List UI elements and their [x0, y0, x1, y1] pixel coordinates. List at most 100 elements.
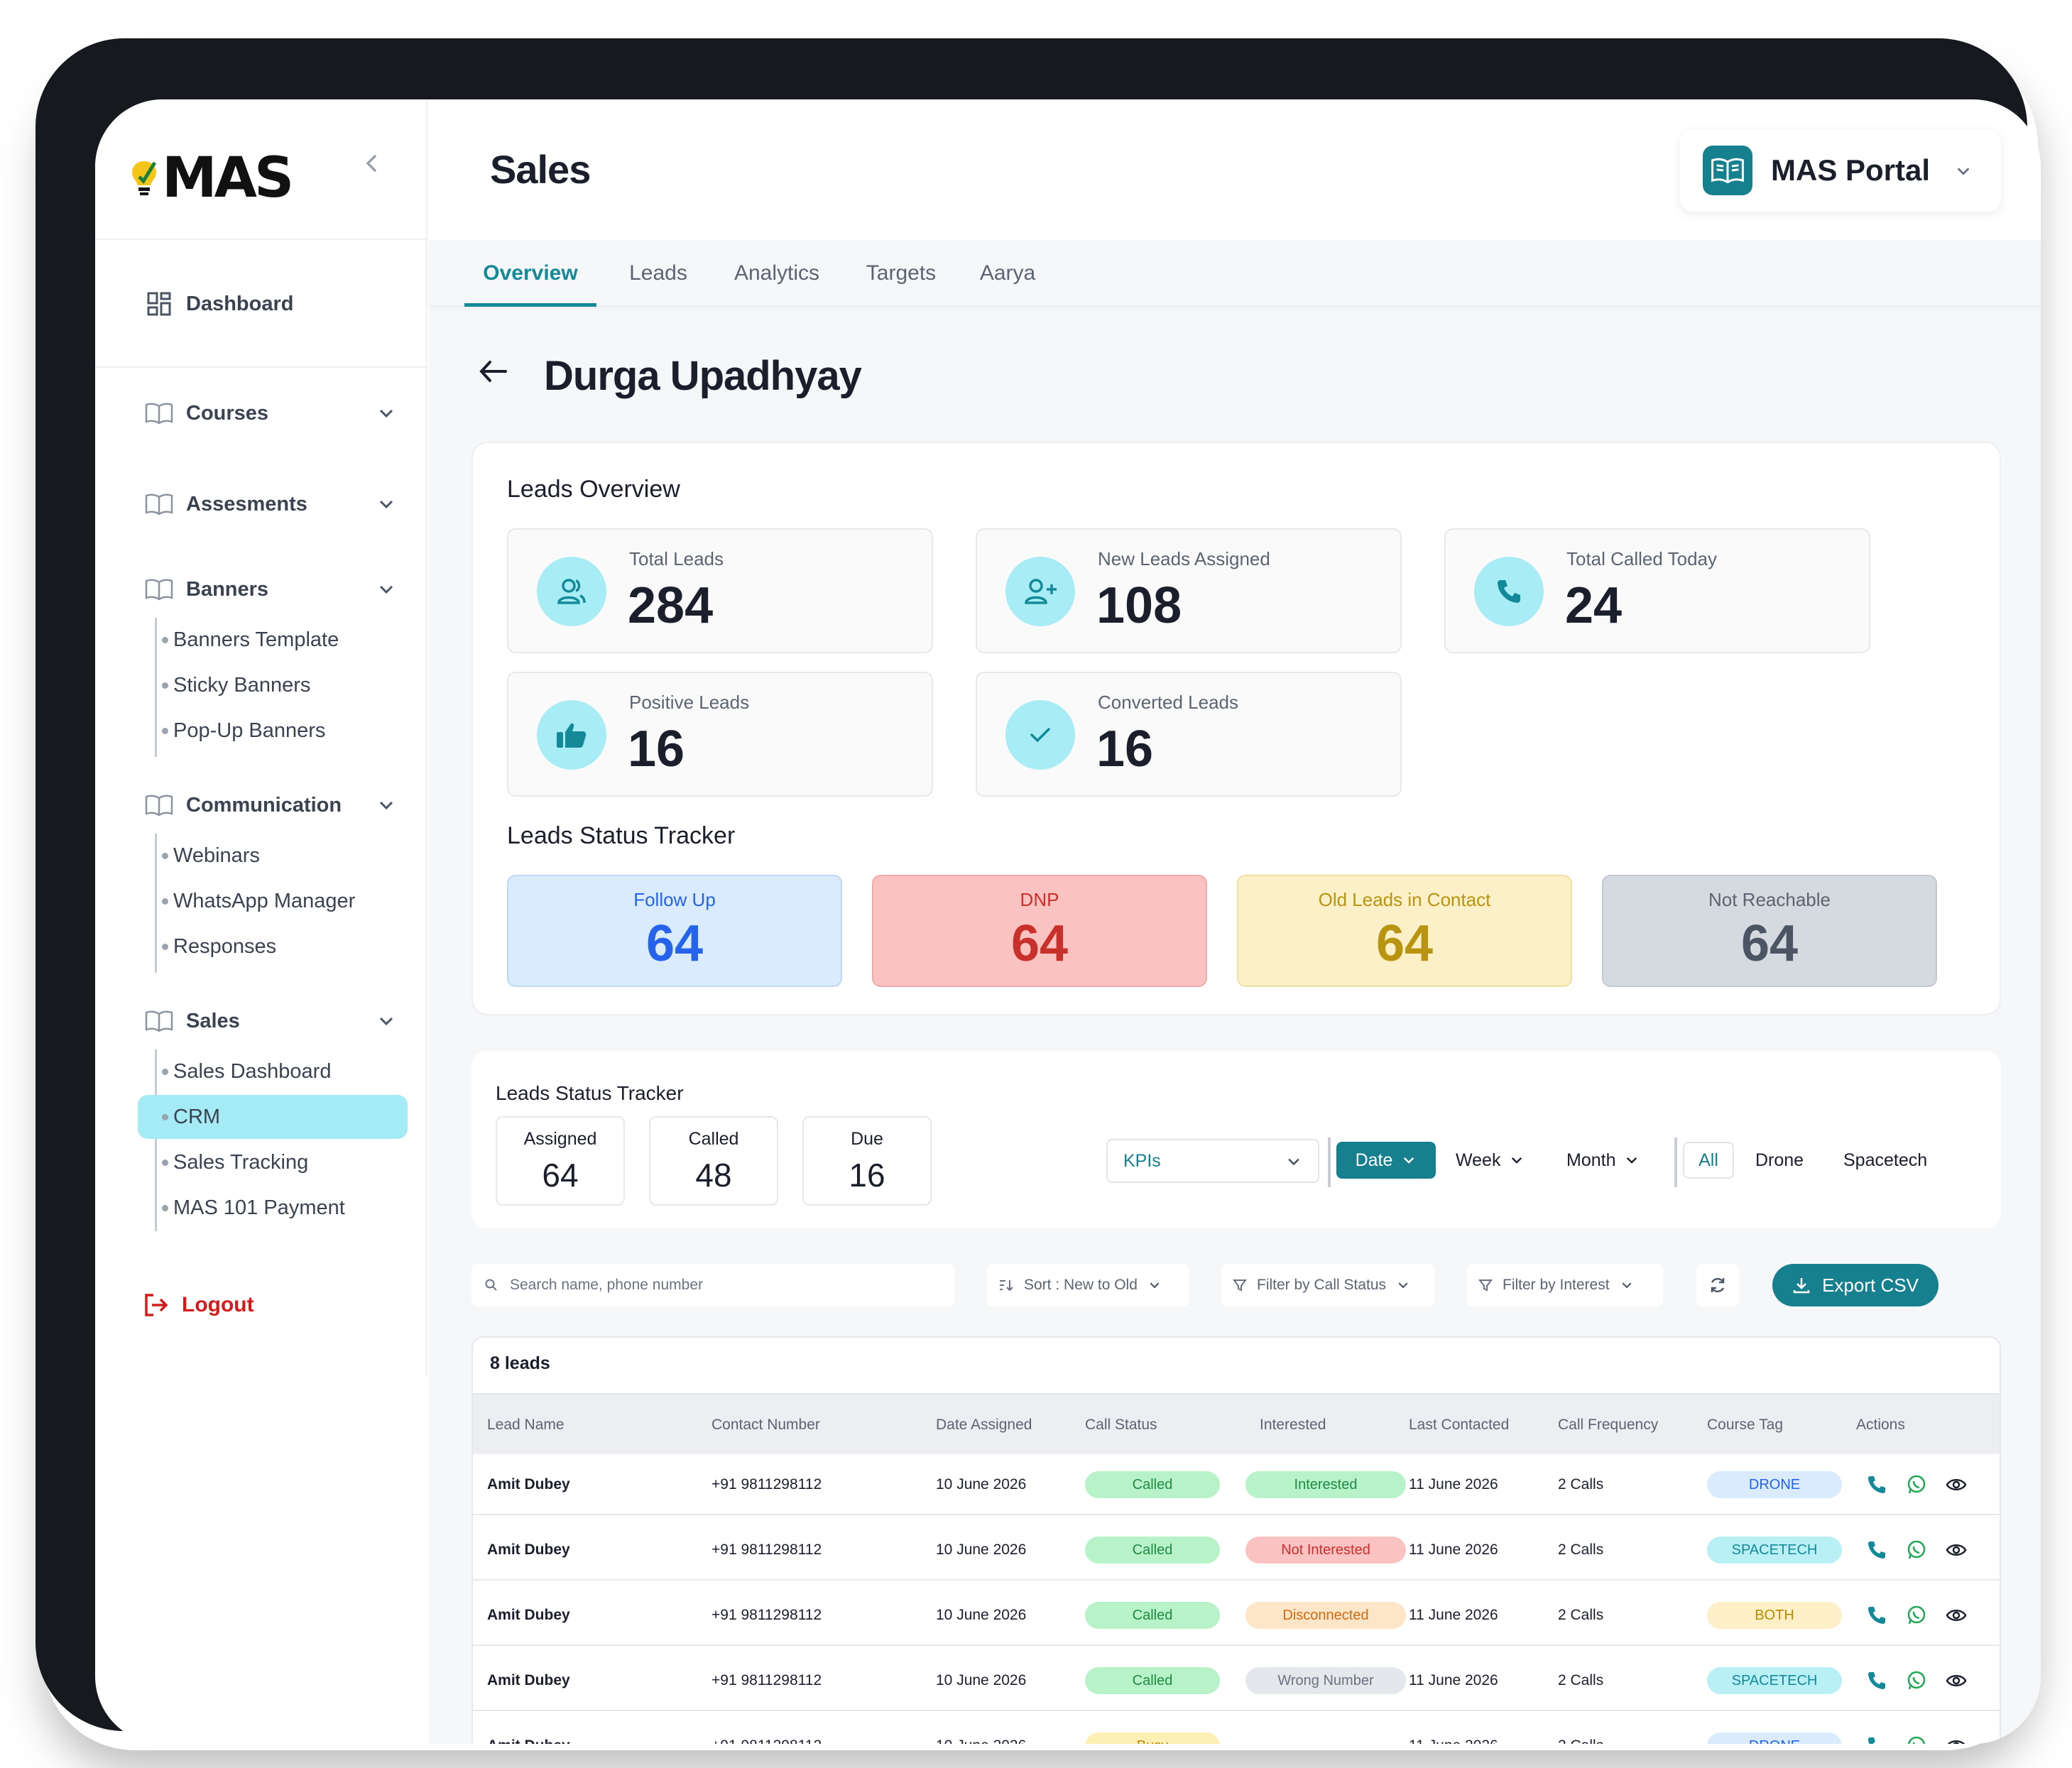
sort-label: Sort : New to Old	[1024, 1277, 1138, 1293]
stat-label: Positive Leads	[629, 692, 750, 713]
lead-name[interactable]: Amit Dubey	[487, 1715, 570, 1744]
kpi-select[interactable]: KPIs	[1106, 1139, 1319, 1183]
date-filter-button[interactable]: Date	[1336, 1142, 1436, 1179]
month-filter-button[interactable]: Month	[1566, 1142, 1640, 1179]
tracker-old-leads-in-contact[interactable]: Old Leads in Contact 64	[1237, 875, 1572, 987]
lead-name[interactable]: Amit Dubey	[487, 1541, 570, 1558]
tracker-value: 64	[1375, 915, 1434, 972]
table-row[interactable]: Amit Dubey +91 9811298112 10 June 2026 Busy…	[473, 1715, 2000, 1744]
segment-spacetech[interactable]: Spacetech	[1843, 1150, 1928, 1170]
table-row[interactable]: Amit Dubey +91 9811298112 10 June 2026 Call…	[473, 1519, 2000, 1581]
sidebar-subitem-whatsapp-manager[interactable]: WhatsApp Manager	[138, 879, 408, 923]
back-arrow-icon[interactable]	[476, 354, 511, 389]
call-icon[interactable]	[1866, 1735, 1887, 1744]
date-assigned: 10 June 2026	[936, 1715, 1026, 1744]
whatsapp-icon[interactable]	[1906, 1474, 1927, 1495]
view-eye-icon[interactable]	[1946, 1670, 1967, 1691]
week-filter-button[interactable]: Week	[1456, 1142, 1525, 1179]
tab-aarya[interactable]: Aarya	[979, 261, 1036, 285]
download-icon	[1793, 1278, 1810, 1294]
column-header[interactable]: Call Frequency	[1558, 1417, 1659, 1433]
sidebar-label: Assesments	[186, 492, 307, 515]
call-frequency: 2 Calls	[1558, 1541, 1604, 1558]
whatsapp-icon[interactable]	[1906, 1670, 1927, 1691]
sidebar-item-dashboard[interactable]: Dashboard	[143, 283, 396, 325]
whatsapp-icon[interactable]	[1906, 1735, 1927, 1744]
mini-value: 64	[542, 1157, 579, 1194]
sidebar-subitem-webinars[interactable]: Webinars	[138, 834, 408, 878]
export-csv-button[interactable]: Export CSV	[1772, 1264, 1939, 1306]
sidebar-subitem-mas-101-payment[interactable]: MAS 101 Payment	[138, 1186, 408, 1230]
call-status-badge: Called	[1085, 1471, 1220, 1498]
whatsapp-icon[interactable]	[1906, 1539, 1927, 1561]
sidebar-item-banners[interactable]: Banners	[143, 568, 396, 611]
sidebar-subitem-crm[interactable]: CRM	[138, 1095, 408, 1139]
table-row[interactable]: Amit Dubey +91 9811298112 10 June 2026 Call…	[473, 1650, 2000, 1711]
column-header[interactable]: Contact Number	[711, 1417, 820, 1433]
lead-name[interactable]: Amit Dubey	[487, 1476, 570, 1493]
sidebar-label: Dashboard	[186, 292, 294, 315]
sidebar-subitem-popup-banners[interactable]: Pop-Up Banners	[138, 709, 408, 753]
sidebar-subitem-sticky-banners[interactable]: Sticky Banners	[138, 663, 408, 707]
tab-leads[interactable]: Leads	[629, 261, 687, 285]
column-header[interactable]: Last Contacted	[1409, 1417, 1510, 1433]
call-icon[interactable]	[1866, 1605, 1887, 1626]
sidebar-subitem-banners-template[interactable]: Banners Template	[138, 618, 408, 662]
submenu-line	[155, 618, 157, 757]
sort-button[interactable]: Sort : New to Old	[987, 1264, 1189, 1306]
view-eye-icon[interactable]	[1946, 1539, 1967, 1561]
call-status-badge: Called	[1085, 1667, 1220, 1694]
sidebar-item-courses[interactable]: Courses	[143, 392, 396, 435]
table-row[interactable]: Amit Dubey +91 9811298112 10 June 2026 Call…	[473, 1585, 2000, 1646]
check-icon	[1005, 700, 1075, 770]
portal-label: MAS Portal	[1771, 153, 1931, 187]
logo-text: MAS	[162, 146, 294, 210]
tab-overview[interactable]: Overview	[464, 240, 596, 307]
filter-interest-button[interactable]: Filter by Interest	[1467, 1264, 1663, 1306]
lead-count: 8 leads	[490, 1353, 550, 1373]
stat-value: 16	[628, 721, 685, 777]
app-logo[interactable]: MAS	[131, 146, 294, 210]
column-header[interactable]: Date Assigned	[936, 1417, 1032, 1433]
search-bar[interactable]	[471, 1264, 954, 1306]
column-header[interactable]: Actions	[1856, 1417, 1905, 1433]
view-eye-icon[interactable]	[1946, 1474, 1967, 1495]
table-row[interactable]: Amit Dubey +91 9811298112 10 June 2026 Call…	[473, 1454, 2000, 1515]
chevron-down-icon	[379, 585, 393, 594]
view-eye-icon[interactable]	[1946, 1735, 1967, 1744]
filter-icon	[1478, 1279, 1493, 1292]
tracker-not-reachable[interactable]: Not Reachable 64	[1602, 875, 1937, 987]
column-header[interactable]: Interested	[1260, 1417, 1326, 1433]
mini-label: Assigned	[523, 1129, 597, 1149]
segment-all[interactable]: All	[1683, 1142, 1734, 1179]
column-header[interactable]: Course Tag	[1707, 1417, 1784, 1433]
call-frequency: 2 Calls	[1558, 1476, 1604, 1493]
tab-targets[interactable]: Targets	[866, 261, 937, 285]
interest-empty: --	[1245, 1732, 1406, 1744]
sidebar-item-assessments[interactable]: Assesments	[143, 483, 396, 525]
column-header[interactable]: Call Status	[1085, 1417, 1157, 1433]
tracker-dnp[interactable]: DNP 64	[872, 875, 1207, 987]
sidebar-subitem-responses[interactable]: Responses	[138, 924, 408, 968]
call-icon[interactable]	[1866, 1539, 1887, 1561]
segment-drone[interactable]: Drone	[1755, 1150, 1804, 1170]
column-header[interactable]: Lead Name	[487, 1417, 565, 1433]
portal-switcher[interactable]: MAS Portal	[1680, 129, 2001, 212]
sidebar-item-sales[interactable]: Sales	[143, 1000, 396, 1042]
filter-call-status-button[interactable]: Filter by Call Status	[1221, 1264, 1434, 1306]
sidebar-item-communication[interactable]: Communication	[143, 784, 396, 826]
tab-analytics[interactable]: Analytics	[734, 261, 820, 285]
lead-name[interactable]: Amit Dubey	[487, 1672, 570, 1688]
whatsapp-icon[interactable]	[1906, 1605, 1927, 1626]
refresh-button[interactable]	[1696, 1264, 1739, 1306]
view-eye-icon[interactable]	[1946, 1605, 1967, 1626]
collapse-sidebar-icon[interactable]	[358, 149, 386, 178]
lead-name[interactable]: Amit Dubey	[487, 1607, 570, 1623]
sidebar-subitem-sales-tracking[interactable]: Sales Tracking	[138, 1140, 408, 1184]
sidebar-subitem-sales-dashboard[interactable]: Sales Dashboard	[138, 1049, 408, 1093]
call-icon[interactable]	[1866, 1474, 1887, 1495]
tracker-follow-up[interactable]: Follow Up 64	[507, 875, 842, 987]
search-input[interactable]	[510, 1277, 922, 1294]
call-icon[interactable]	[1866, 1670, 1887, 1691]
logout-button[interactable]: Logout	[143, 1292, 254, 1318]
